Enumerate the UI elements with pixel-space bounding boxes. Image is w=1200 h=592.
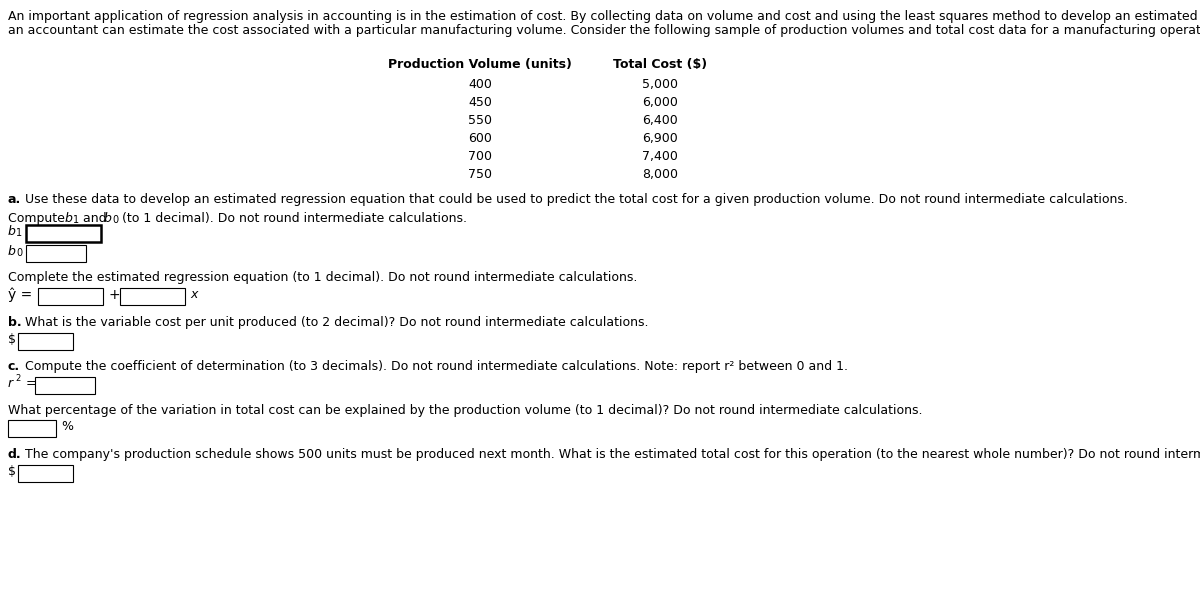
Text: 1: 1 [73, 215, 79, 225]
Text: (to 1 decimal). Do not round intermediate calculations.: (to 1 decimal). Do not round intermediat… [118, 212, 467, 225]
Bar [8, 420, 56, 437]
Text: 6,400: 6,400 [642, 114, 678, 127]
Text: a.: a. [8, 193, 22, 206]
Text: %: % [61, 420, 73, 433]
Text: 1: 1 [16, 228, 22, 238]
Text: Use these data to develop an estimated regression equation that could be used to: Use these data to develop an estimated r… [25, 193, 1128, 206]
Text: 6,000: 6,000 [642, 96, 678, 109]
Text: 0: 0 [16, 248, 22, 258]
Bar [26, 245, 86, 262]
Text: An important application of regression analysis in accounting is in the estimati: An important application of regression a… [8, 10, 1200, 23]
Bar [35, 377, 95, 394]
Text: Compute the coefficient of determination (to 3 decimals). Do not round intermedi: Compute the coefficient of determination… [25, 360, 848, 373]
Bar [18, 465, 73, 482]
Text: b: b [8, 245, 16, 258]
Text: ŷ =: ŷ = [8, 288, 32, 303]
Text: 6,900: 6,900 [642, 132, 678, 145]
Text: Complete the estimated regression equation (to 1 decimal). Do not round intermed: Complete the estimated regression equati… [8, 271, 637, 284]
Text: 2: 2 [14, 374, 20, 383]
Bar [26, 225, 101, 242]
Text: b.: b. [8, 316, 22, 329]
Text: x: x [190, 288, 197, 301]
Text: Compute: Compute [8, 212, 68, 225]
Text: and: and [79, 212, 110, 225]
Text: $: $ [8, 465, 16, 478]
Text: an accountant can estimate the cost associated with a particular manufacturing v: an accountant can estimate the cost asso… [8, 24, 1200, 37]
Text: 0: 0 [112, 215, 118, 225]
Text: r: r [8, 377, 13, 390]
Bar [18, 333, 73, 350]
Text: Total Cost ($): Total Cost ($) [613, 58, 707, 71]
Text: 550: 550 [468, 114, 492, 127]
Text: =: = [22, 377, 37, 390]
Text: 450: 450 [468, 96, 492, 109]
Text: $: $ [8, 333, 16, 346]
Text: c.: c. [8, 360, 20, 373]
Text: 600: 600 [468, 132, 492, 145]
Text: 5,000: 5,000 [642, 78, 678, 91]
Text: b: b [104, 212, 112, 225]
Text: 7,400: 7,400 [642, 150, 678, 163]
Text: The company's production schedule shows 500 units must be produced next month. W: The company's production schedule shows … [25, 448, 1200, 461]
Text: 700: 700 [468, 150, 492, 163]
Bar [38, 288, 103, 305]
Text: b: b [8, 225, 16, 238]
Text: What is the variable cost per unit produced (to 2 decimal)? Do not round interme: What is the variable cost per unit produ… [25, 316, 648, 329]
Bar [120, 288, 185, 305]
Text: What percentage of the variation in total cost can be explained by the productio: What percentage of the variation in tota… [8, 404, 923, 417]
Text: b: b [65, 212, 73, 225]
Text: 8,000: 8,000 [642, 168, 678, 181]
Text: 400: 400 [468, 78, 492, 91]
Text: d.: d. [8, 448, 22, 461]
Text: +: + [108, 288, 120, 302]
Text: Production Volume (units): Production Volume (units) [388, 58, 572, 71]
Text: 750: 750 [468, 168, 492, 181]
